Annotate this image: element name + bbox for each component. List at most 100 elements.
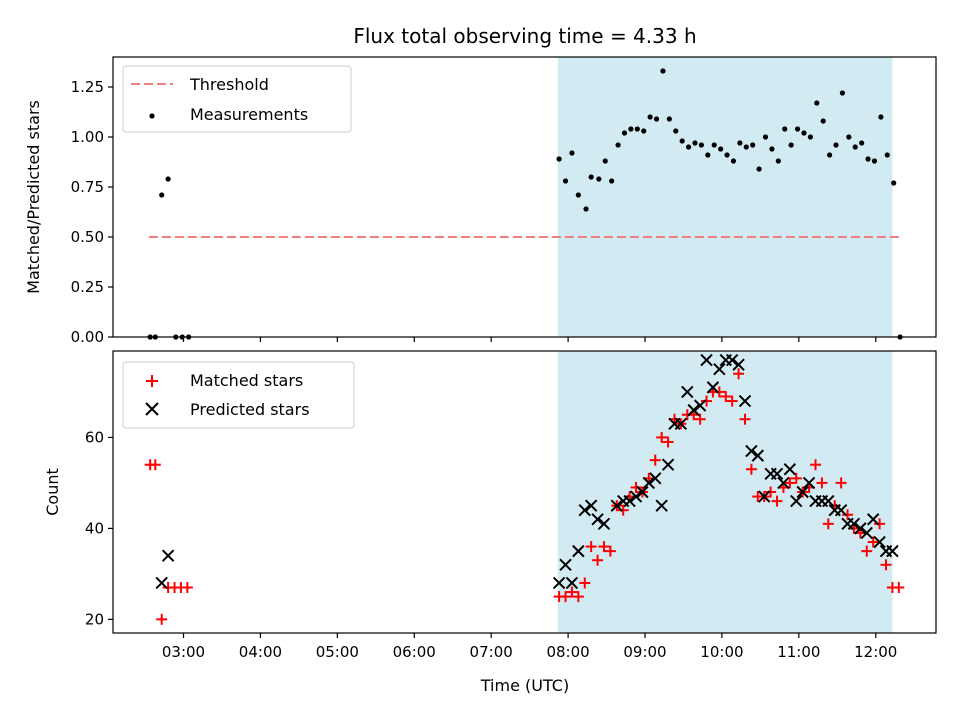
predicted-star-point (572, 544, 585, 558)
matched-star-point (156, 613, 168, 625)
matched-star-point (745, 463, 757, 475)
predicted-star-point (725, 353, 739, 367)
top-plot-area: 0.00 0.25 0.50 0.75 1.00 1.25 (71, 56, 937, 346)
x-tick-label: 04:00 (239, 643, 282, 661)
predicted-star-point (565, 576, 579, 590)
predicted-star-point (738, 394, 752, 408)
bottom-x-ticks: 03:00 04:00 05:00 06:00 07:00 08:00 09:00 10:00… (162, 633, 897, 661)
measurement-point (756, 166, 762, 172)
measurement-point (647, 114, 653, 120)
predicted-stars-points (155, 353, 899, 590)
measurement-point (859, 140, 865, 146)
legend-threshold-label: Threshold (189, 75, 269, 94)
predicted-star-point (578, 503, 591, 517)
measurements-points (147, 68, 903, 340)
measurement-point (814, 100, 820, 106)
predicted-star-point (866, 513, 880, 526)
predicted-star-point (642, 476, 656, 490)
measurement-point (556, 156, 562, 162)
measurement-point (750, 142, 756, 148)
measurement-point (685, 144, 692, 150)
predicted-star-point (591, 513, 604, 526)
measurement-point (588, 174, 594, 180)
measurement-point (653, 116, 660, 122)
measurement-point (596, 176, 602, 182)
legend-matched-label: Matched stars (190, 371, 303, 390)
measurement-point (679, 138, 685, 144)
matched-star-point (560, 591, 572, 603)
measurement-point (711, 142, 717, 148)
measurement-point (737, 140, 743, 146)
predicted-star-point (847, 517, 861, 531)
y-tick-label: 1.25 (71, 78, 104, 96)
matched-star-point (771, 495, 783, 507)
y-tick-label: 60 (85, 428, 104, 446)
predicted-star-point (552, 576, 566, 590)
y-tick-label: 0.50 (71, 228, 104, 246)
predicted-star-point (706, 381, 720, 394)
legend-predicted-label: Predicted stars (190, 400, 310, 419)
bottom-y-ticks: 20 40 60 (85, 428, 113, 628)
measurement-point (839, 90, 846, 96)
measurement-point (846, 134, 852, 140)
predicted-star-point (790, 494, 803, 508)
measurement-point (820, 118, 826, 124)
predicted-star-point (655, 499, 668, 512)
matched-star-point (874, 518, 886, 530)
measurement-point (718, 146, 724, 152)
measurement-point (833, 142, 839, 148)
predicted-star-point (584, 499, 598, 512)
predicted-star-point (713, 362, 726, 376)
matched-star-point (784, 477, 796, 489)
matched-star-point (566, 586, 578, 598)
matched-star-point (867, 536, 879, 548)
measurement-point (775, 158, 781, 164)
matched-star-point (809, 459, 821, 471)
matched-star-point (765, 486, 777, 498)
measurement-point (641, 128, 647, 134)
matched-star-point (726, 395, 738, 407)
measurement-point (583, 206, 589, 212)
measurement-point (769, 146, 775, 152)
measurement-point (884, 152, 890, 158)
legend-measurements-label: Measurements (190, 105, 308, 124)
measurement-point (794, 126, 801, 132)
predicted-star-point (649, 472, 662, 485)
measurement-point (788, 142, 794, 148)
predicted-star-point (636, 485, 649, 499)
predicted-star-point (610, 499, 624, 512)
predicted-star-point (802, 476, 816, 490)
top-y-axis-label: Matched/Predicted stars (24, 100, 43, 294)
matched-star-point (604, 545, 616, 557)
predicted-star-point (623, 494, 636, 508)
matched-star-point (720, 390, 732, 402)
predicted-star-point (777, 476, 790, 490)
measurement-point (724, 152, 730, 158)
matched-star-point (579, 577, 591, 589)
measurement-point (891, 180, 897, 186)
measurement-point (698, 142, 705, 148)
predicted-star-point (597, 517, 611, 531)
predicted-star-point (559, 558, 572, 571)
predicted-star-point (770, 467, 784, 481)
measurement-point (628, 126, 634, 132)
x-tick-label: 11:00 (777, 643, 820, 661)
measurement-point (705, 152, 711, 158)
measurement-point (782, 126, 788, 132)
matched-star-point (713, 386, 725, 398)
measurement-point (602, 158, 608, 164)
matched-star-point (822, 518, 834, 530)
bottom-axes-frame (112, 350, 937, 634)
measurement-point (621, 130, 628, 136)
predicted-star-point (629, 490, 643, 503)
matched-star-point (656, 431, 668, 443)
matched-star-point (739, 413, 751, 425)
matched-star-point (149, 459, 161, 471)
predicted-star-point (732, 358, 745, 371)
matched-star-point (181, 582, 193, 594)
matched-star-point (790, 472, 802, 484)
measurement-point (692, 140, 698, 146)
measurement-point (673, 128, 679, 134)
predicted-star-point (822, 494, 835, 508)
x-tick-label: 08:00 (546, 643, 589, 661)
